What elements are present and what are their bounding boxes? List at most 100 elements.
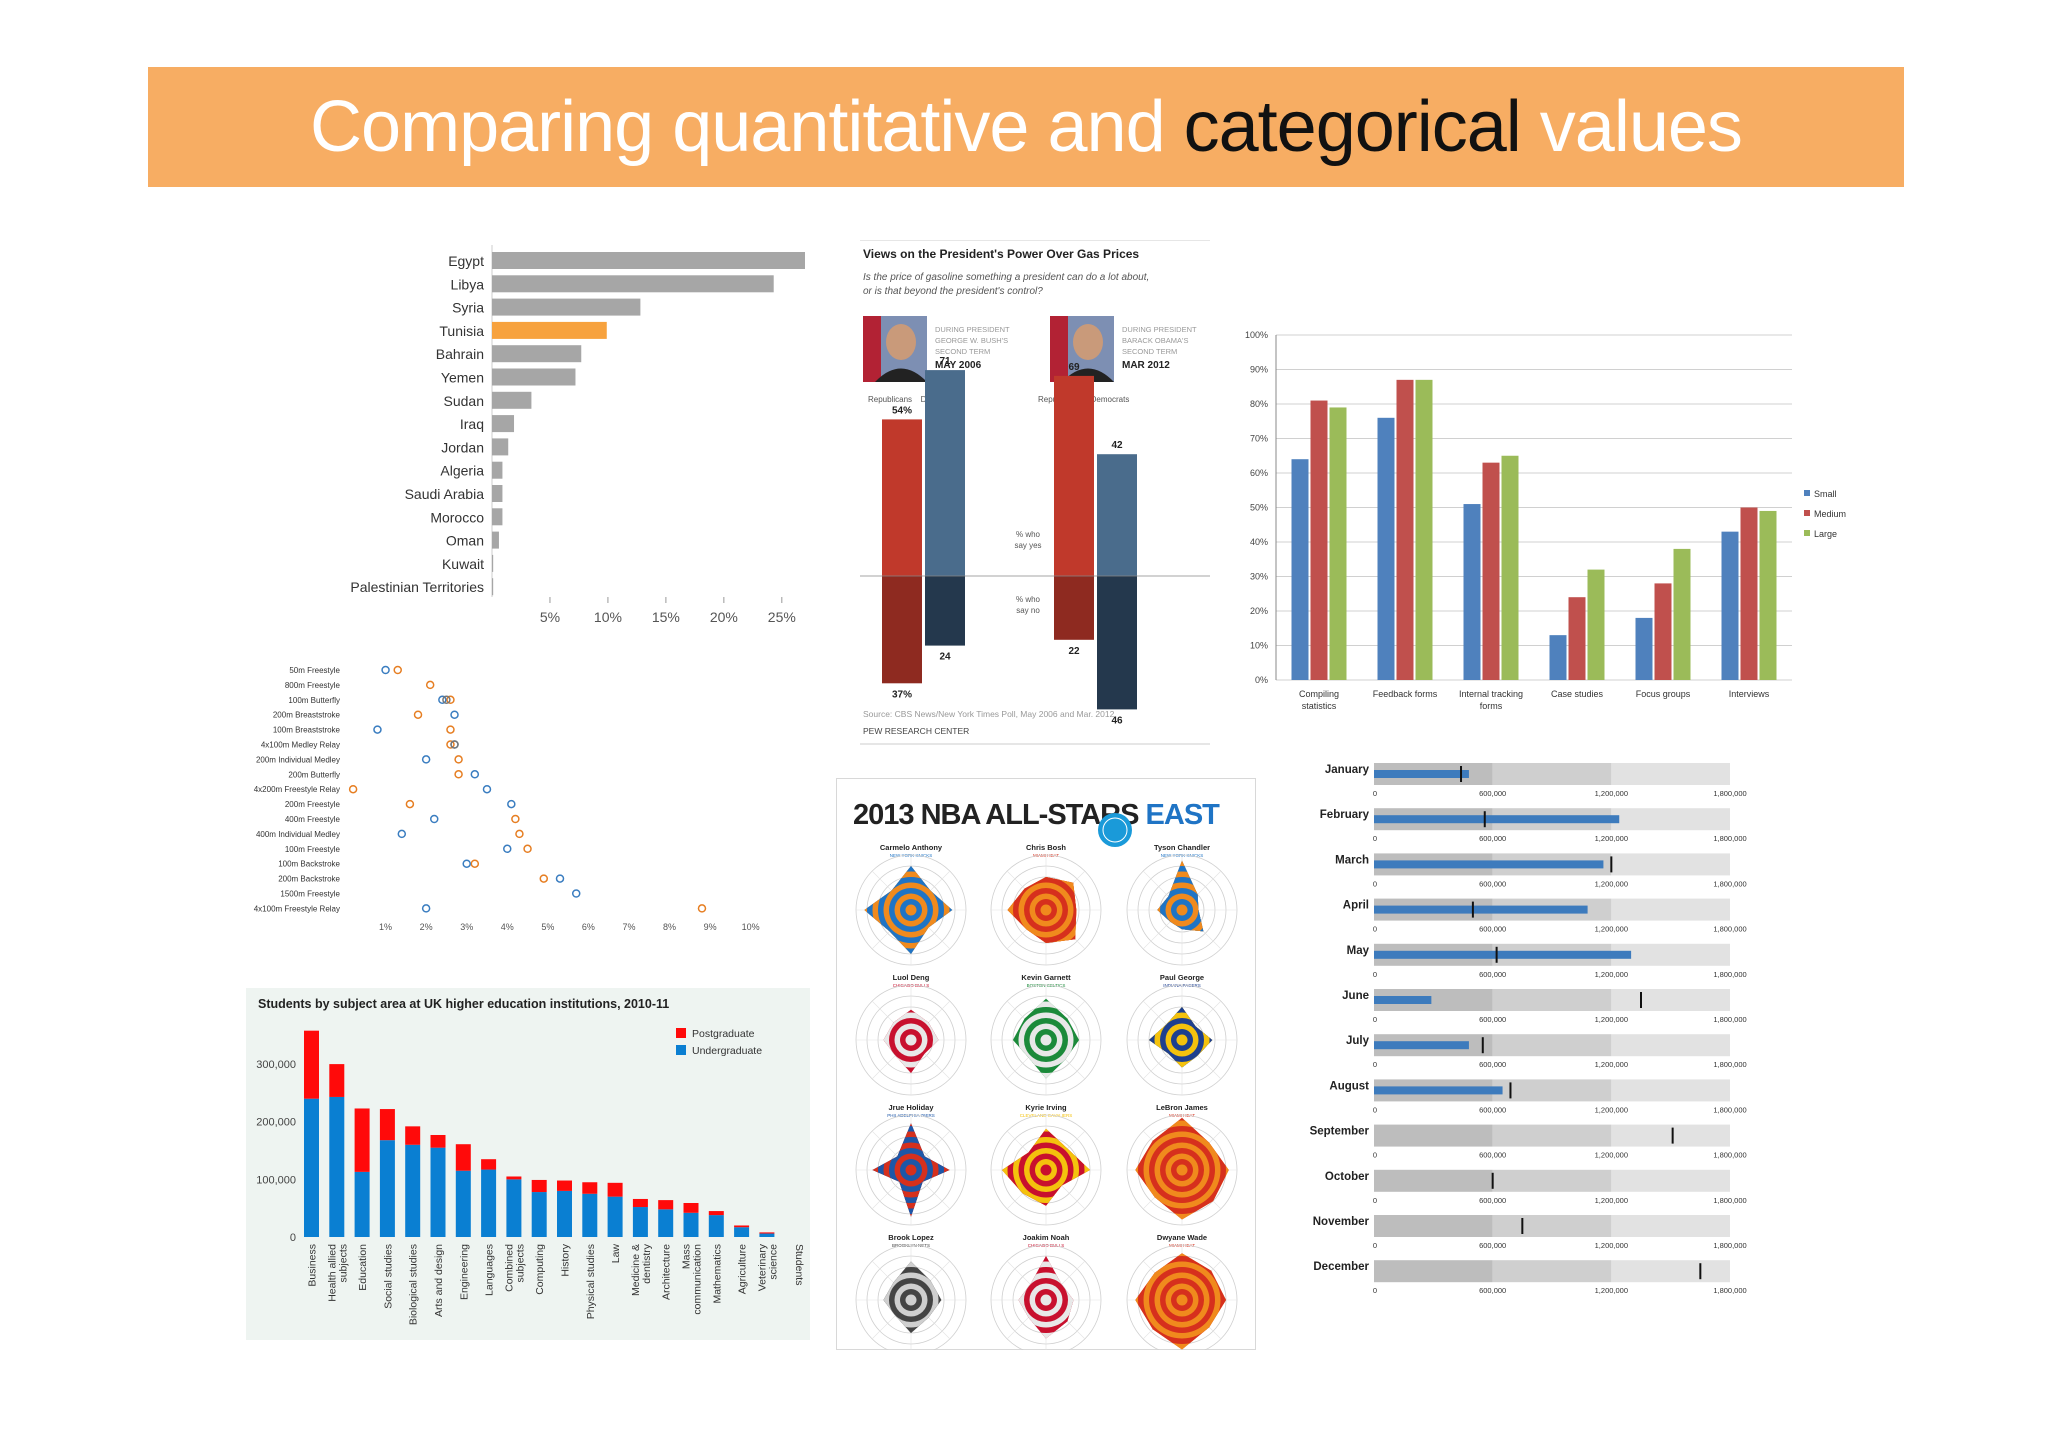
swim-event-label: 100m Butterfly <box>288 696 340 705</box>
uk-undergraduate-bar <box>607 1196 623 1237</box>
pew-no-value: 46 <box>1111 715 1123 726</box>
nba-radar-band <box>1040 1164 1052 1176</box>
portrait-flag <box>863 316 881 382</box>
pew-period-date: MAY 2006 <box>935 360 982 371</box>
bullet-band <box>1492 989 1612 1011</box>
nba-radar-band <box>905 904 917 916</box>
methods-legend-label: Large <box>1814 529 1837 539</box>
uk-category-label: Mass <box>681 1244 693 1269</box>
swim-dot <box>571 889 581 898</box>
swim-event-label: 200m Breaststroke <box>273 711 341 720</box>
swim-dot <box>446 725 455 734</box>
methods-bar <box>1587 569 1605 680</box>
methods-category-label: Feedback forms <box>1373 689 1438 699</box>
bullet-actual-bar <box>1374 905 1588 914</box>
methods-category-label: Compiling <box>1299 689 1339 699</box>
uk-category-label: Social studies <box>382 1244 394 1309</box>
bullet-band <box>1374 1260 1493 1283</box>
uk-postgraduate-bar <box>455 1144 471 1171</box>
arab-category-label: Egypt <box>448 253 484 269</box>
nba-player-name: Tyson Chandler <box>1154 843 1210 852</box>
swim-dot <box>697 904 707 913</box>
uk-postgraduate-bar <box>759 1232 775 1234</box>
uk-category-label: Education <box>357 1244 369 1291</box>
bullet-band <box>1374 989 1493 1011</box>
swim-x-tick-label: 1% <box>379 922 392 932</box>
nba-player-name: Paul George <box>1160 973 1204 982</box>
bullet-band <box>1492 763 1612 785</box>
methods-legend-label: Medium <box>1814 509 1846 519</box>
swim-dot <box>482 784 492 794</box>
swim-dot <box>450 740 459 749</box>
swim-dot <box>454 755 463 764</box>
uk-undergraduate-bar <box>481 1169 497 1237</box>
swim-dot <box>438 695 447 705</box>
uk-legend-label: Undergraduate <box>692 1045 762 1057</box>
bullet-x-tick-label: 1,200,000 <box>1595 834 1628 843</box>
portrait-face <box>886 324 916 360</box>
uk-undergraduate-bar <box>708 1215 724 1237</box>
nba-title: 2013 NBA ALL-STARS EAST <box>853 799 1220 831</box>
methods-category-label: Case studies <box>1551 689 1604 699</box>
uk-postgraduate-bar <box>329 1064 345 1097</box>
arab-bar <box>492 508 503 526</box>
bullet-band <box>1611 1124 1730 1147</box>
pew-yes-value: 54% <box>892 405 912 416</box>
nba-player-name: Kevin Garnett <box>1021 973 1071 982</box>
arab-bar <box>492 345 582 363</box>
bullet-x-tick-label: 600,000 <box>1479 1286 1506 1295</box>
swim-x-tick-label: 5% <box>541 922 554 932</box>
bullet-x-tick-label: 0 <box>1373 789 1377 798</box>
nba-radar-band <box>1176 1164 1188 1176</box>
bullet-x-tick-label: 1,800,000 <box>1713 1060 1746 1069</box>
bullet-x-tick-label: 1,800,000 <box>1713 925 1746 934</box>
bullet-x-tick-label: 600,000 <box>1479 789 1506 798</box>
uk-category-label: Law <box>610 1244 622 1264</box>
bullet-x-tick-label: 1,200,000 <box>1595 1015 1628 1024</box>
portrait-suit <box>875 368 927 382</box>
uk-undergraduate-bar <box>304 1098 319 1237</box>
uk-category-label: Arts and design <box>433 1244 445 1317</box>
arab-bar <box>492 321 607 339</box>
swim-dot <box>446 695 455 705</box>
pew-yes-label: say yes <box>1014 541 1041 550</box>
swim-event-label: 4x200m Freestyle Relay <box>254 785 340 794</box>
methods-bar <box>1721 531 1739 680</box>
bullet-band <box>1611 1215 1730 1237</box>
pew-period-label: SECOND TERM <box>1122 347 1177 356</box>
bullet-band <box>1611 1034 1730 1057</box>
bullet-actual-bar <box>1374 950 1632 959</box>
methods-bar <box>1377 417 1395 680</box>
swim-event-label: 400m Individual Medley <box>256 830 340 839</box>
arab-category-label: Libya <box>451 276 485 292</box>
arab-bar <box>492 578 494 596</box>
bush-portrait <box>863 316 927 382</box>
nba-player-name: LeBron James <box>1156 1103 1208 1112</box>
swim-event-label: 200m Backstroke <box>278 875 340 884</box>
uk-category-label: dentistry <box>641 1243 653 1283</box>
bullet-month-label: August <box>1329 1080 1369 1092</box>
swim-dot <box>507 799 516 809</box>
arab-x-tick-label: 25% <box>768 609 796 625</box>
bullet-band <box>1611 989 1730 1011</box>
swim-dot <box>421 904 431 913</box>
methods-bar <box>1329 407 1347 680</box>
bullet-x-tick-label: 1,800,000 <box>1713 970 1746 979</box>
bullet-band <box>1374 1215 1493 1237</box>
bullet-band <box>1374 1124 1493 1147</box>
pew-yes-value: 69 <box>1068 362 1080 373</box>
arab-category-label: Algeria <box>440 463 484 479</box>
methods-y-tick-label: 10% <box>1250 641 1268 651</box>
uk-postgraduate-bar <box>734 1225 750 1228</box>
pew-yes-bar <box>1097 454 1137 576</box>
bullet-x-tick-label: 600,000 <box>1479 925 1506 934</box>
methods-bar <box>1759 510 1777 680</box>
methods-bar <box>1501 455 1519 680</box>
swim-dot <box>413 710 423 719</box>
uk-postgraduate-bar <box>430 1134 446 1148</box>
uk-y-tick-label: 0 <box>290 1232 296 1244</box>
uk-postgraduate-bar <box>658 1200 674 1210</box>
pew-no-label: % who <box>1016 595 1041 604</box>
swim-dot <box>515 829 524 839</box>
uk-postgraduate-bar <box>708 1211 724 1216</box>
